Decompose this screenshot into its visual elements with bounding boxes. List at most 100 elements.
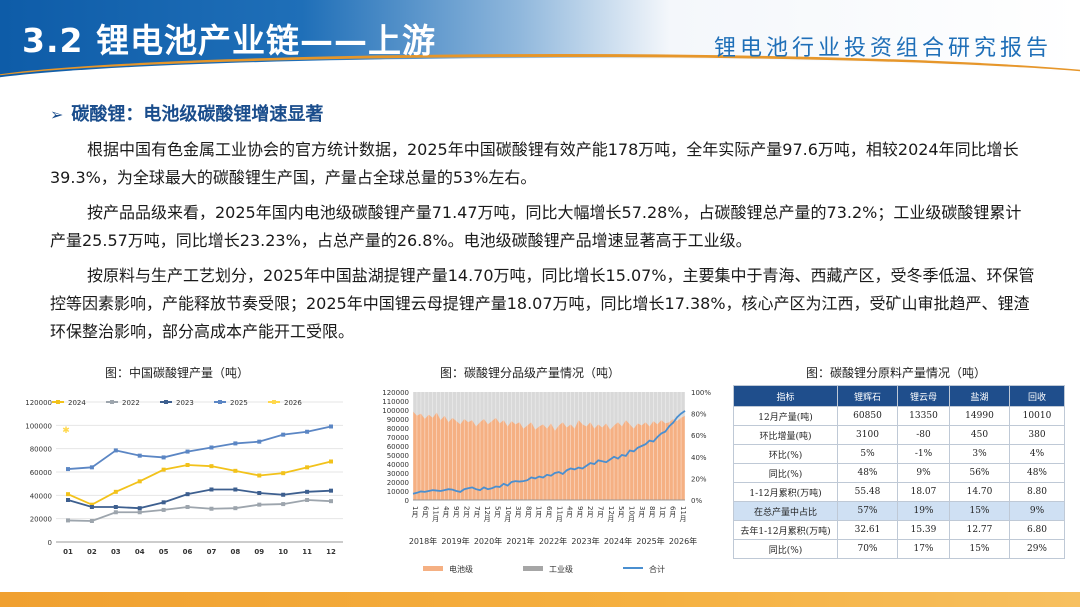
table-cell: 14990 (949, 406, 1010, 426)
data-point-2025 (233, 441, 238, 446)
y-tick-label: 100000 (25, 422, 52, 430)
data-point-2025 (89, 465, 94, 470)
y-tick-label: 80000 (387, 425, 409, 433)
y-tick-label: 90000 (387, 416, 409, 424)
data-point-2023 (329, 488, 333, 493)
table-cell: 10010 (1009, 406, 1065, 426)
table-header-row: 指标 锂辉石 锂云母 盐湖 回收 (733, 385, 1065, 407)
data-point-2023 (185, 492, 190, 497)
y-tick-label: 80000 (30, 446, 52, 454)
legend-label: 2026 (284, 399, 302, 407)
series-line-2024 (67, 460, 332, 506)
paragraph-2: 按产品品级来看，2025年国内电池级碳酸锂产量71.47万吨，同比大幅增长57.… (50, 203, 1022, 250)
data-point-2024 (209, 464, 214, 469)
table-cell: -80 (897, 425, 950, 445)
data-point-2022 (281, 502, 286, 507)
y-tick-label: 10000 (387, 488, 409, 496)
x-tick-label: 12 (326, 548, 336, 556)
table-cell: -1% (897, 444, 950, 464)
table-header-cell: 回收 (1009, 385, 1065, 407)
legend-item: 2022 (106, 399, 140, 407)
legend-swatch (523, 566, 543, 571)
x-tick-label: 08 (230, 548, 240, 556)
data-point-2025 (161, 455, 166, 460)
x-tick-label: 3月 (638, 506, 646, 519)
total-line (412, 410, 686, 495)
data-point-2023 (305, 489, 310, 494)
x-tick-label: 12月 (607, 506, 615, 523)
page-title: 3.2 锂电池产业链——上游 (22, 21, 436, 60)
data-point-2022 (113, 510, 118, 515)
series-line-2023 (67, 488, 332, 510)
legend-marker (164, 400, 168, 404)
data-point-2023 (137, 506, 142, 511)
data-point-2024 (185, 463, 190, 467)
y-tick-label: 30000 (387, 470, 409, 478)
data-point-2025 (209, 445, 214, 450)
table-row: 环比(%) 5% -1% 3% 4% (733, 444, 1065, 464)
year-label: 2019年 (441, 536, 469, 546)
header-accent-line (0, 54, 1080, 82)
legend-label: 2024 (68, 399, 86, 407)
x-tick-label: 04 (135, 548, 145, 556)
y-tick-label: 50000 (387, 452, 409, 460)
data-point-2022 (329, 499, 333, 504)
x-tick-label: 11 (302, 548, 312, 556)
data-point-2022 (66, 518, 70, 523)
y-tick-label: 60000 (30, 469, 52, 477)
legend-marker (218, 400, 222, 404)
table-cell: 450 (949, 425, 1010, 445)
chart2-title: 图：碳酸锂分品级产量情况（吨） (440, 366, 621, 380)
data-point-2022 (305, 498, 310, 502)
battery-area (413, 411, 685, 500)
data-point-2025 (185, 449, 190, 454)
data-point-2025 (113, 448, 118, 453)
table-cell: 17% (897, 539, 950, 559)
table-cell: 48% (837, 463, 898, 483)
table-cell: 去年1-12月累积(万吨) (733, 520, 838, 540)
series-marker-2026: ✱ (62, 426, 70, 436)
y-tick-label: 100000 (382, 407, 409, 415)
data-point-2023 (113, 505, 118, 509)
table-cell: 380 (1009, 425, 1065, 445)
report-title: 锂电池行业投资组合研究报告 (713, 36, 1052, 61)
arrow-bullet-icon: ➢ (50, 105, 64, 124)
x-tick-label: 6月 (421, 506, 429, 519)
x-tick-label: 10 (278, 548, 288, 556)
table-cell: 3% (949, 444, 1010, 464)
table-cell: 70% (837, 539, 898, 559)
header-banner: 3.2 锂电池产业链——上游 锂电池行业投资组合研究报告 (0, 0, 1080, 82)
legend-label: 合计 (649, 564, 665, 574)
x-tick-label: 5月 (493, 506, 501, 519)
data-point-2023 (257, 491, 262, 495)
legend-item: 工业级 (523, 564, 573, 574)
year-label: 2023年 (571, 536, 599, 546)
y2-tick-label: 100% (691, 389, 711, 397)
legend-label: 2025 (230, 399, 248, 407)
line-chart-lithium-output: 0 20000 40000 60000 80000 100000 120000 01 02 03 0… (25, 399, 343, 556)
table-cell: 12月产量(吨) (733, 406, 838, 426)
data-point-2024 (161, 467, 166, 472)
legend-marker (272, 400, 276, 404)
table-cell: 19% (897, 501, 950, 521)
year-label: 2022年 (539, 536, 567, 546)
table-cell: 6.80 (1009, 520, 1065, 540)
legend-label: 2022 (122, 399, 140, 407)
table-cell: 5% (837, 444, 898, 464)
table-cell: 15% (949, 501, 1010, 521)
x-tick-label: 06 (183, 548, 193, 556)
data-point-2024 (305, 465, 310, 470)
y-tick-label: 60000 (387, 443, 409, 451)
table-row: 去年1-12月累积(万吨) 32.61 15.39 12.77 6.80 (733, 520, 1065, 540)
table-cell: 15.39 (897, 520, 950, 540)
legend-item: 2023 (160, 399, 194, 407)
data-point-2025 (66, 467, 70, 472)
y2-tick-label: 60% (691, 432, 707, 440)
y-tick-label: 0 (48, 539, 52, 547)
legend-marker (56, 400, 60, 404)
y-tick-label: 120000 (25, 399, 52, 407)
table-row: 在总产量中占比 57% 19% 15% 9% (733, 501, 1065, 521)
table-header-cell: 锂辉石 (837, 385, 898, 407)
legend-item: 合计 (623, 564, 665, 574)
legend-item: 2024 (52, 399, 86, 407)
